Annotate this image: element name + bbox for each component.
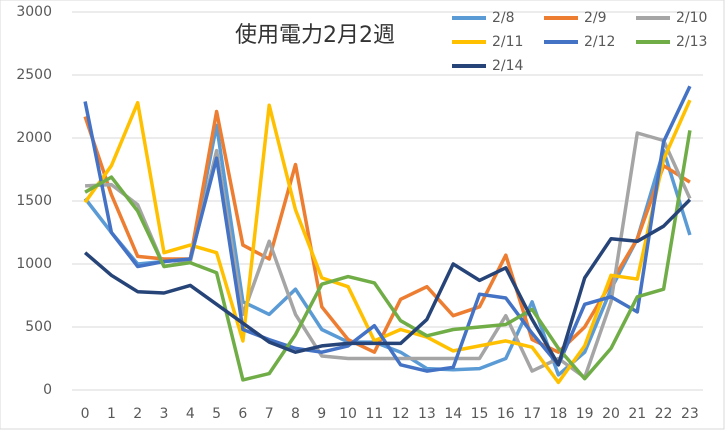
series-line [83,85,692,373]
x-tick-label: 4 [186,406,195,422]
x-tick-label: 13 [418,406,436,422]
x-tick-label: 2 [133,406,142,422]
series-line [83,198,692,367]
legend-label: 2/12 [584,34,615,50]
x-tick-label: 23 [681,406,699,422]
y-tick-label: 2000 [16,130,52,146]
x-tick-label: 14 [444,406,462,422]
series-line [83,99,692,385]
y-tick-label: 3000 [16,4,52,20]
x-tick-label: 0 [81,406,90,422]
x-tick-label: 16 [497,406,515,422]
x-tick-label: 21 [628,406,646,422]
x-tick-label: 17 [523,406,541,422]
x-tick-label: 19 [576,406,594,422]
x-tick-label: 1 [107,406,116,422]
legend-label: 2/13 [676,34,707,50]
x-tick-label: 6 [238,406,247,422]
legend-label: 2/14 [492,58,524,74]
x-tick-label: 22 [655,406,673,422]
legend-label: 2/9 [584,10,607,26]
x-tick-label: 3 [160,406,169,422]
y-tick-label: 1500 [16,193,52,209]
x-tick-label: 10 [339,406,357,422]
x-tick-label: 12 [392,406,410,422]
chart-title: 使用電力2月2週 [235,23,395,48]
y-tick-label: 2500 [16,67,52,83]
series-line [84,130,692,382]
x-tick-label: 15 [471,406,489,422]
x-tick-label: 8 [291,406,300,422]
x-tick-label: 5 [212,406,221,422]
legend-label: 2/11 [492,34,523,50]
x-tick-label: 20 [602,406,620,422]
x-tick-label: 18 [549,406,567,422]
x-tick-label: 7 [265,406,274,422]
legend-label: 2/10 [676,10,707,26]
y-tick-label: 0 [43,382,52,398]
y-tick-label: 1000 [16,256,52,272]
x-tick-label: 11 [365,406,383,422]
x-tick-label: 9 [317,406,326,422]
legend-label: 2/8 [492,10,515,26]
y-tick-label: 500 [25,319,52,335]
